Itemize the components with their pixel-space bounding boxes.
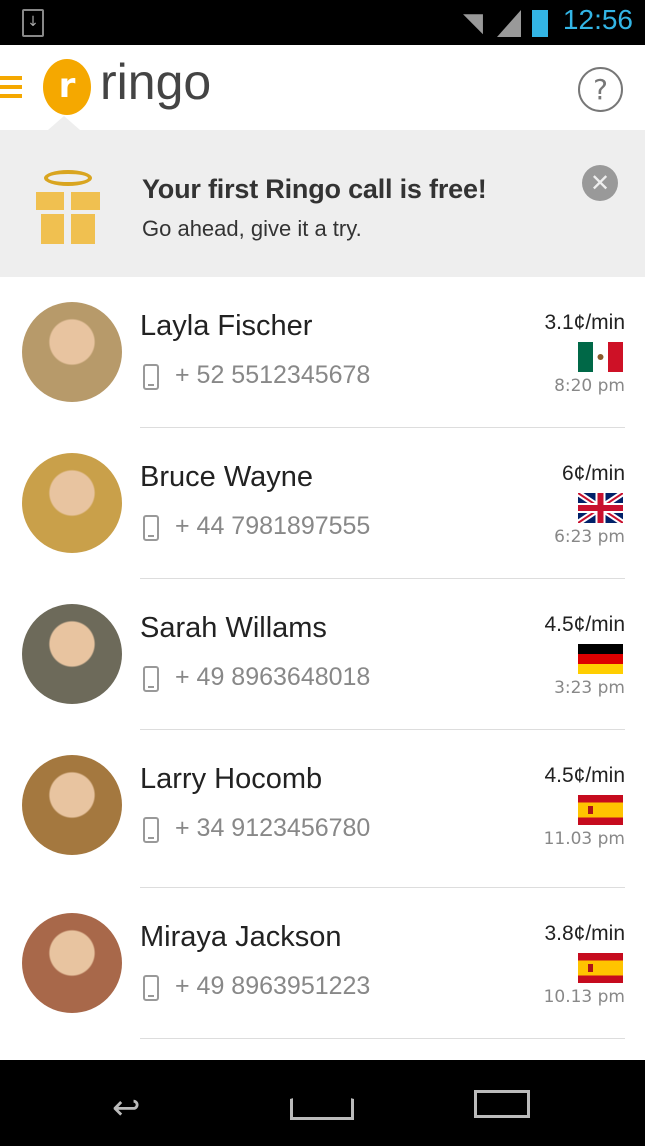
contact-name: Bruce Wayne bbox=[140, 461, 313, 493]
contact-name: Sarah Willams bbox=[140, 612, 327, 644]
phone-number: + 49 8963951223 bbox=[175, 972, 371, 1000]
last-call-time: 6:23 pm bbox=[554, 527, 625, 547]
battery-icon bbox=[532, 10, 548, 37]
app-bar: r ringo ? bbox=[0, 45, 645, 130]
avatar bbox=[22, 913, 122, 1013]
mobile-phone-icon bbox=[143, 817, 159, 843]
contact-name: Miraya Jackson bbox=[140, 921, 342, 953]
back-button[interactable]: ↩ bbox=[112, 1088, 141, 1128]
last-call-time: 3:23 pm bbox=[554, 678, 625, 698]
contact-row[interactable]: Sarah Willams + 49 8963648018 4.5¢/min 3… bbox=[0, 579, 645, 730]
ringo-logo-icon: r bbox=[43, 59, 91, 115]
mobile-phone-icon bbox=[143, 975, 159, 1001]
spain-flag-icon bbox=[578, 795, 623, 825]
mobile-phone-icon bbox=[143, 666, 159, 692]
contact-row[interactable]: Layla Fischer + 52 5512345678 3.1¢/min 8… bbox=[0, 277, 645, 428]
contact-row[interactable]: Larry Hocomb + 34 9123456780 4.5¢/min 11… bbox=[0, 730, 645, 888]
contact-row[interactable]: Miraya Jackson + 49 8963951223 3.8¢/min … bbox=[0, 888, 645, 1039]
call-rate: 3.8¢/min bbox=[544, 922, 625, 945]
banner-subtitle: Go ahead, give it a try. bbox=[142, 216, 362, 241]
status-bar: ↓ ◥ 12:56 bbox=[0, 0, 645, 45]
promo-banner: Your first Ringo call is free! Go ahead,… bbox=[0, 116, 645, 277]
banner-title: Your first Ringo call is free! bbox=[142, 174, 487, 204]
home-button[interactable] bbox=[290, 1090, 354, 1120]
uk-flag-icon bbox=[576, 490, 625, 526]
close-banner-button[interactable]: ✕ bbox=[582, 165, 618, 201]
phone-number: + 34 9123456780 bbox=[175, 814, 371, 842]
call-rate: 3.1¢/min bbox=[544, 311, 625, 334]
last-call-time: 10.13 pm bbox=[543, 987, 625, 1007]
gift-icon bbox=[36, 170, 100, 244]
clock: 12:56 bbox=[562, 4, 633, 35]
last-call-time: 11.03 pm bbox=[543, 829, 625, 849]
avatar bbox=[22, 302, 122, 402]
signal-icon bbox=[497, 10, 521, 37]
contact-name: Larry Hocomb bbox=[140, 763, 323, 795]
wifi-icon: ◥ bbox=[463, 8, 483, 38]
call-rate: 4.5¢/min bbox=[544, 764, 625, 787]
last-call-time: 8:20 pm bbox=[554, 376, 625, 396]
mobile-phone-icon bbox=[143, 515, 159, 541]
help-button[interactable]: ? bbox=[578, 67, 623, 112]
avatar bbox=[22, 755, 122, 855]
phone-number: + 44 7981897555 bbox=[175, 512, 371, 540]
avatar bbox=[22, 604, 122, 704]
call-rate: 4.5¢/min bbox=[544, 613, 625, 636]
phone-number: + 49 8963648018 bbox=[175, 663, 371, 691]
avatar bbox=[22, 453, 122, 553]
phone-number: + 52 5512345678 bbox=[175, 361, 371, 389]
menu-icon[interactable] bbox=[0, 76, 22, 103]
contact-list: Layla Fischer + 52 5512345678 3.1¢/min 8… bbox=[0, 277, 645, 1039]
spain-flag-icon bbox=[578, 953, 623, 983]
navigation-bar: ↩ bbox=[0, 1060, 645, 1146]
germany-flag-icon bbox=[578, 644, 623, 674]
mobile-phone-icon bbox=[143, 364, 159, 390]
mexico-flag-icon bbox=[578, 342, 623, 372]
app-logo-text: ringo bbox=[100, 54, 212, 110]
recent-apps-button[interactable] bbox=[474, 1090, 530, 1118]
call-rate: 6¢/min bbox=[561, 462, 625, 485]
contact-row[interactable]: Bruce Wayne + 44 7981897555 6¢/min 6:23 … bbox=[0, 428, 645, 579]
contact-name: Layla Fischer bbox=[140, 310, 313, 342]
download-icon: ↓ bbox=[22, 9, 44, 37]
